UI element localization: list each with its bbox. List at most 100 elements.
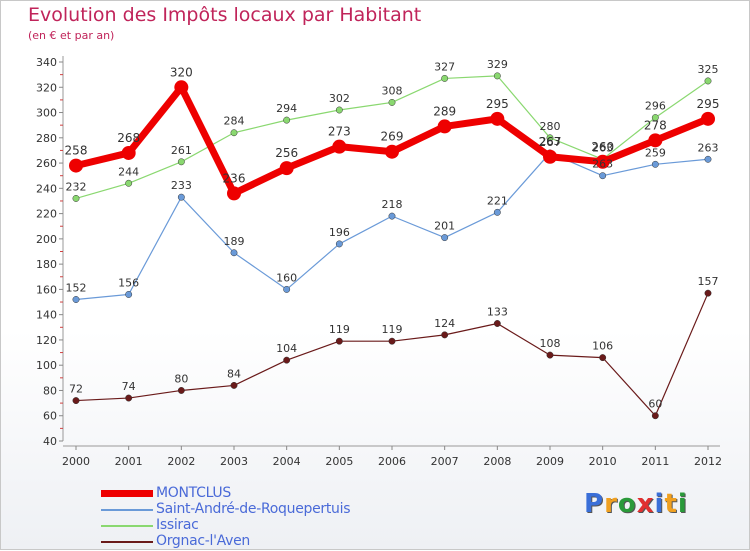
- y-tick-label: 320: [36, 81, 57, 94]
- data-point: [701, 111, 715, 126]
- data-label: 261: [171, 144, 192, 157]
- x-tick-label: 2009: [536, 455, 564, 468]
- data-point: [490, 111, 505, 126]
- data-point: [174, 80, 189, 95]
- y-tick-label: 120: [36, 334, 57, 347]
- data-point: [651, 412, 659, 420]
- data-point: [599, 354, 607, 362]
- data-label: 263: [592, 141, 613, 154]
- data-label: 119: [329, 323, 350, 336]
- data-label: 308: [382, 84, 403, 97]
- data-label: 327: [434, 60, 455, 73]
- data-point: [283, 356, 291, 364]
- data-label: 268: [117, 131, 140, 145]
- data-point: [704, 77, 712, 85]
- data-point: [546, 351, 554, 359]
- data-point: [335, 337, 343, 345]
- data-point: [72, 194, 80, 202]
- series-line-3: [75, 292, 709, 417]
- data-label: 133: [487, 306, 508, 319]
- data-point: [230, 249, 238, 257]
- y-tick-label: 80: [43, 384, 57, 397]
- data-label: 256: [275, 146, 298, 160]
- data-label: 325: [698, 63, 719, 76]
- data-point: [704, 289, 712, 297]
- data-label: 294: [276, 102, 297, 115]
- data-label: 263: [540, 135, 561, 148]
- y-tick-label: 160: [36, 283, 57, 296]
- data-label: 160: [276, 271, 297, 284]
- data-point: [441, 74, 449, 82]
- data-point: [599, 172, 607, 180]
- x-tick-label: 2010: [589, 455, 617, 468]
- data-label: 258: [65, 144, 88, 158]
- data-label: 289: [433, 104, 456, 118]
- x-tick-label: 2011: [641, 455, 669, 468]
- data-point: [279, 161, 294, 176]
- data-label: 260: [591, 140, 614, 154]
- data-label: 284: [224, 115, 245, 128]
- y-tick-label: 220: [36, 208, 57, 221]
- data-label: 259: [645, 146, 666, 159]
- legend-swatch: [101, 490, 153, 497]
- legend-label: Orgnac-l'Aven: [156, 533, 250, 549]
- data-label: 124: [434, 317, 455, 330]
- x-tick-label: 2008: [483, 455, 511, 468]
- data-point: [72, 296, 80, 303]
- data-label: 119: [382, 323, 403, 336]
- data-label: 108: [540, 337, 561, 350]
- legend-swatch: [101, 541, 153, 543]
- x-tick-label: 2001: [115, 455, 143, 468]
- data-label: 269: [381, 130, 404, 144]
- data-point: [493, 208, 501, 216]
- data-label: 106: [592, 340, 613, 353]
- series-line-1: [75, 152, 709, 301]
- data-point: [125, 394, 133, 402]
- data-point: [388, 337, 396, 345]
- data-point: [335, 240, 343, 248]
- data-label: 263: [698, 141, 719, 154]
- data-point: [177, 158, 185, 166]
- data-point: [595, 154, 610, 169]
- data-label: 218: [382, 198, 403, 211]
- data-point: [230, 381, 238, 389]
- data-label: 280: [540, 120, 561, 133]
- data-label: 157: [698, 275, 719, 288]
- data-label: 196: [329, 226, 350, 239]
- x-tick-label: 2012: [694, 455, 722, 468]
- y-tick-label: 240: [36, 182, 57, 195]
- data-label: 267: [539, 135, 562, 149]
- y-tick-label: 180: [36, 258, 57, 271]
- data-point: [493, 320, 501, 327]
- data-label: 329: [487, 58, 508, 71]
- y-tick-label: 300: [36, 107, 57, 120]
- data-label: 232: [66, 180, 87, 193]
- data-point: [546, 134, 554, 142]
- data-label: 320: [170, 65, 193, 79]
- chart-title: Evolution des Impôts locaux par Habitant: [28, 4, 422, 26]
- data-point: [335, 106, 343, 114]
- data-point: [227, 186, 241, 201]
- data-point: [385, 144, 399, 159]
- data-label: 244: [118, 165, 139, 178]
- x-tick-label: 2005: [325, 455, 353, 468]
- data-label: 152: [66, 282, 87, 295]
- legend-label: Saint-André-de-Roquepertuis: [156, 501, 351, 517]
- data-point: [177, 387, 185, 394]
- data-label: 189: [224, 235, 245, 248]
- data-point: [177, 193, 185, 201]
- data-point: [283, 285, 291, 293]
- data-label: 74: [122, 380, 136, 393]
- y-tick-label: 280: [36, 132, 57, 145]
- y-tick-label: 140: [36, 309, 57, 322]
- y-tick-label: 40: [43, 435, 57, 448]
- data-point: [441, 234, 449, 242]
- y-tick-label: 260: [36, 157, 57, 170]
- data-point: [648, 133, 663, 148]
- y-tick-label: 100: [36, 359, 57, 372]
- data-label: 201: [434, 220, 455, 233]
- data-label: 278: [644, 118, 667, 132]
- data-point: [388, 212, 396, 220]
- data-point: [704, 155, 712, 163]
- x-tick-label: 2002: [167, 455, 195, 468]
